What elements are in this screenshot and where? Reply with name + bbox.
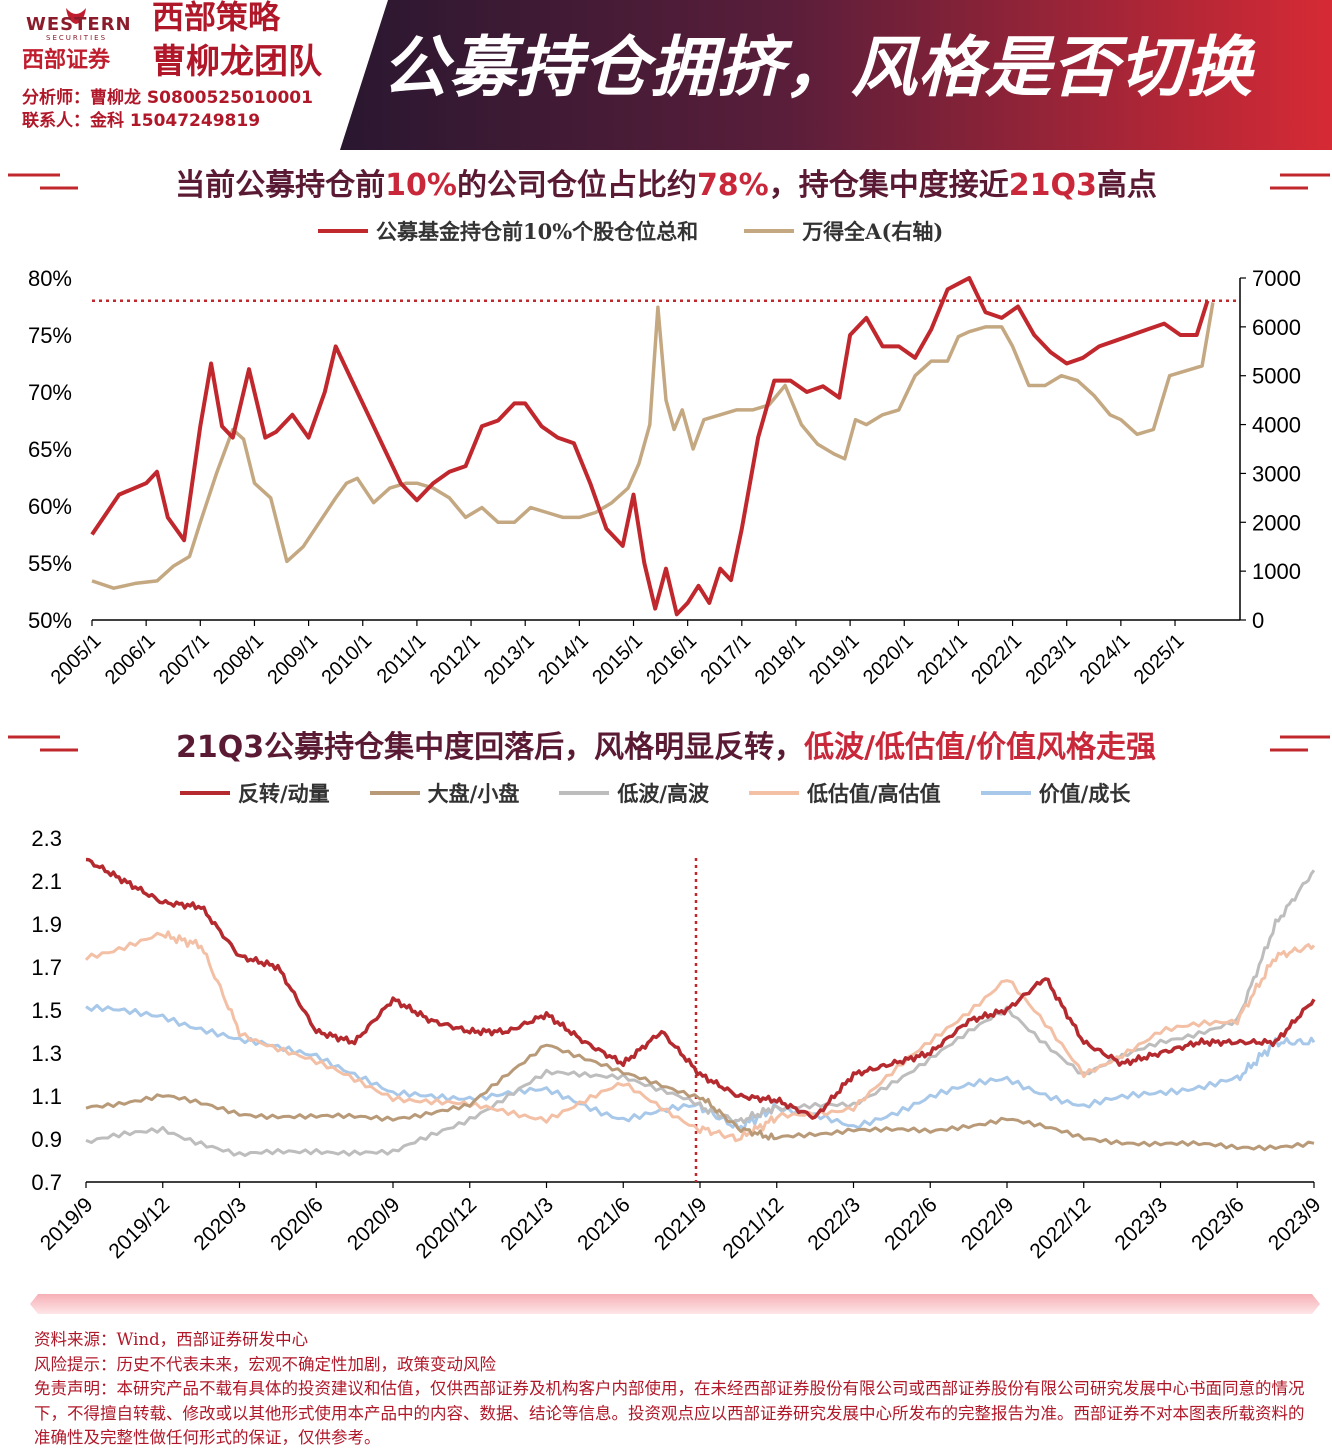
x-tick-label: 2021/6	[573, 1193, 635, 1255]
x-tick-label: 2023/3	[1110, 1193, 1172, 1255]
source-note: 资料来源：Wind，西部证券研发中心	[34, 1330, 309, 1349]
x-tick-label: 2021/3	[496, 1193, 558, 1255]
legend-swatch	[980, 791, 1031, 795]
y-tick-label: 1.7	[31, 955, 62, 980]
disclaimer-note: 免责声明：本研究产品不载有具体的投资建议和估值，仅供西部证券及机构客户内部使用，…	[34, 1379, 1305, 1447]
y-tick-label: 0.9	[31, 1127, 62, 1152]
legend-item: 万得全A(右轴)	[744, 216, 943, 246]
y-right-tick-label: 1000	[1252, 559, 1301, 584]
risk-note: 风险提示：历史不代表未来，宏观不确定性加剧，政策变动风险	[34, 1354, 496, 1374]
y-left-tick-label: 60%	[28, 494, 72, 519]
y-right-tick-label: 3000	[1252, 461, 1301, 486]
y-left-tick-label: 55%	[28, 551, 72, 576]
series-line-value-growth	[85, 1003, 1316, 1132]
series-line-holding-concentration	[90, 276, 1210, 617]
logo-text-en: WESTERN	[26, 14, 132, 35]
chart2-title: 21Q3公募持仓集中度回落后，风格明显反转，低波/低估值/价值风格走强	[175, 730, 1157, 765]
y-right-tick-label: 6000	[1252, 315, 1301, 340]
series-line-lowval-highval	[84, 930, 1316, 1143]
x-tick-label: 2022/9	[957, 1193, 1019, 1255]
legend-label: 公募基金持仓前10%个股仓位总和	[376, 219, 699, 244]
legend-label: 低估值/高估值	[807, 781, 941, 806]
x-tick-label: 2021/9	[650, 1193, 712, 1255]
y-tick-label: 2.1	[31, 869, 62, 894]
y-left-tick-label: 50%	[28, 608, 72, 633]
page-headline: 公募持仓拥挤，风格是否切换	[382, 29, 1253, 106]
x-tick-label: 2022/12	[1025, 1193, 1095, 1263]
header-banner: WESTERN SECURITIES 西部证券 西部策略 曹柳龙团队 分析师：曹…	[0, 0, 1332, 150]
contact-info: 联系人：金科 15047249819	[22, 111, 261, 131]
chart2-plot: 0.7 0.9 1.1 1.3 1.5 1.7 1.9 2.1 2.3 2019/9 2019/12…	[31, 826, 1326, 1263]
legend-swatch	[559, 791, 610, 795]
series-line-lowvol-highvol	[85, 869, 1316, 1157]
legend-item: 低估值/高估值	[749, 778, 941, 808]
footer-divider	[30, 1294, 1320, 1314]
footer-notes: 资料来源：Wind，西部证券研发中心 风险提示：历史不代表未来，宏观不确定性加剧…	[34, 1328, 1319, 1451]
y-left-tick-label: 75%	[28, 323, 72, 348]
legend-item: 公募基金持仓前10%个股仓位总和	[318, 216, 698, 246]
x-tick-label: 2022/6	[880, 1193, 942, 1255]
x-tick-label: 2019/12	[104, 1193, 174, 1263]
y-tick-label: 2.3	[31, 826, 62, 851]
y-tick-label: 1.5	[31, 998, 62, 1023]
series-line-large-small	[85, 1043, 1315, 1152]
analyst-info: 分析师：曹柳龙 S0800525010001	[22, 88, 313, 108]
x-tick-label: 2023/9	[1264, 1193, 1326, 1255]
y-tick-label: 1.9	[31, 912, 62, 937]
y-tick-label: 1.1	[31, 1084, 62, 1109]
x-tick-label: 2020/12	[411, 1193, 481, 1263]
y-right-tick-label: 7000	[1252, 266, 1301, 291]
legend-swatch	[369, 791, 420, 795]
legend-label: 反转/动量	[238, 781, 330, 806]
x-tick-label: 2019/9	[36, 1193, 98, 1255]
x-tick-label: 2022/3	[803, 1193, 865, 1255]
x-tick-label: 2020/9	[343, 1193, 405, 1255]
y-tick-label: 0.7	[31, 1170, 62, 1195]
y-left-tick-label: 80%	[28, 266, 72, 291]
legend-item: 大盘/小盘	[369, 778, 520, 808]
y-right-tick-label: 5000	[1252, 364, 1301, 389]
chart2-legend: 反转/动量 大盘/小盘 低波/高波 低估值/高估值 价值/成长	[180, 778, 1170, 808]
series-line-wind-all-a	[91, 302, 1215, 590]
team-name-line1: 西部策略	[152, 0, 281, 36]
logo-text-sub: SECURITIES	[46, 34, 108, 42]
y-left-tick-label: 65%	[28, 437, 72, 462]
legend-swatch	[749, 791, 800, 795]
x-tick-label: 2021/12	[718, 1193, 788, 1263]
chart1-legend: 公募基金持仓前10%个股仓位总和 万得全A(右轴)	[318, 216, 989, 246]
x-tick-label: 2020/3	[189, 1193, 251, 1255]
legend-item: 反转/动量	[180, 778, 330, 808]
chart1-title: 当前公募持仓前10%的公司仓位占比约78%，持仓集中度接近21Q3高点	[175, 168, 1157, 203]
legend-swatch	[180, 791, 230, 795]
chart1-plot: 50% 55% 60% 65% 70% 75% 80% 0 1000 2000 3000 4000 50…	[28, 266, 1301, 689]
logo-text-cn: 西部证券	[22, 48, 111, 73]
legend-label: 大盘/小盘	[427, 781, 520, 806]
y-right-tick-label: 0	[1252, 608, 1264, 633]
legend-item: 低波/高波	[559, 778, 709, 808]
y-left-tick-label: 70%	[28, 380, 72, 405]
legend-label: 低波/高波	[617, 781, 710, 806]
y-right-tick-label: 2000	[1252, 510, 1301, 535]
series-line-reversal-momentum	[85, 857, 1316, 1120]
legend-label: 价值/成长	[1038, 781, 1131, 806]
legend-item: 价值/成长	[980, 778, 1131, 808]
legend-label: 万得全A(右轴)	[802, 219, 944, 244]
company-logo	[14, 6, 138, 76]
y-tick-label: 1.3	[31, 1041, 62, 1066]
legend-swatch	[744, 229, 795, 233]
logo-emblem-icon	[66, 8, 86, 24]
team-name-line2: 曹柳龙团队	[152, 42, 322, 82]
y-right-tick-label: 4000	[1252, 413, 1301, 438]
legend-swatch	[318, 229, 368, 233]
banner-background	[0, 0, 1332, 150]
x-tick-label: 2023/6	[1187, 1193, 1249, 1255]
x-tick-label: 2020/6	[266, 1193, 328, 1255]
